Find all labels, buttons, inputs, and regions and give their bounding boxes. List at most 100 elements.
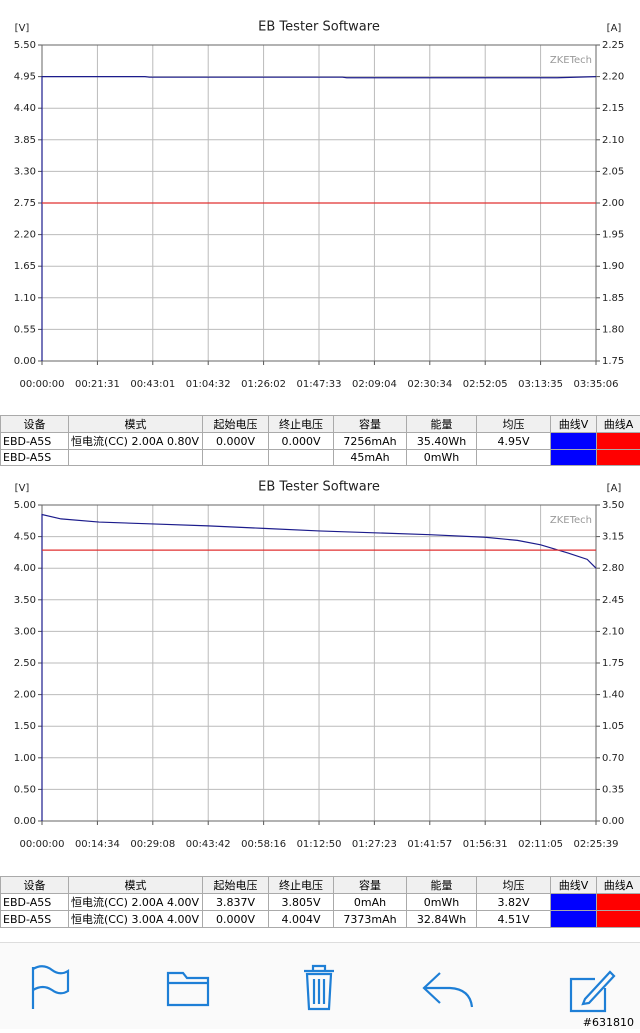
y-tick-label: 0.55 xyxy=(14,324,36,335)
y2-tick-label: 1.05 xyxy=(602,721,624,732)
y2-tick-label: 1.40 xyxy=(602,690,624,701)
cell: 0.000V xyxy=(269,433,334,450)
header-cell: 能量 xyxy=(407,877,477,894)
y-tick-label: 4.50 xyxy=(14,532,36,543)
y2-tick-label: 0.00 xyxy=(602,816,624,827)
x-tick-label: 00:43:01 xyxy=(130,379,175,390)
x-tick-label: 00:00:00 xyxy=(20,379,65,390)
chart-watermark: ZKETech xyxy=(550,55,592,66)
y2-tick-label: 1.75 xyxy=(602,658,624,669)
cell: 45mAh xyxy=(334,450,407,466)
y-tick-label: 2.50 xyxy=(14,658,36,669)
y2-tick-label: 2.80 xyxy=(602,563,624,574)
folder-button[interactable] xyxy=(168,973,208,1005)
y-tick-label: 4.40 xyxy=(14,103,36,114)
y-tick-label: 3.85 xyxy=(14,135,36,146)
cell: EBD-A5S xyxy=(1,433,69,450)
y-axis-label: [V] xyxy=(15,483,30,494)
y2-tick-label: 2.10 xyxy=(602,626,624,637)
cell xyxy=(269,450,334,466)
header-cell: 曲线A xyxy=(597,416,640,433)
cell xyxy=(203,450,269,466)
cell: 3.82V xyxy=(477,894,551,911)
toolbar: #631810 xyxy=(0,942,640,1029)
cell: 0mWh xyxy=(407,894,477,911)
cell: 4.51V xyxy=(477,911,551,928)
cell: EBD-A5S xyxy=(1,450,69,466)
y2-tick-label: 3.15 xyxy=(602,532,624,543)
y-tick-label: 5.00 xyxy=(14,500,36,511)
x-tick-label: 01:26:02 xyxy=(241,379,286,390)
cell: 3.837V xyxy=(203,894,269,911)
chart-title: EB Tester Software xyxy=(258,480,380,495)
header-cell: 容量 xyxy=(334,416,407,433)
y-tick-label: 2.00 xyxy=(14,690,36,701)
cell: 4.95V xyxy=(477,433,551,450)
header-cell: 曲线V xyxy=(551,877,597,894)
x-tick-label: 02:30:34 xyxy=(407,379,452,390)
header-cell: 均压 xyxy=(477,416,551,433)
cell: 4.004V xyxy=(269,911,334,928)
y2-tick-label: 2.05 xyxy=(602,166,624,177)
y-tick-label: 1.65 xyxy=(14,261,36,272)
y-tick-label: 1.50 xyxy=(14,721,36,732)
y-tick-label: 1.00 xyxy=(14,753,36,764)
delete-button[interactable] xyxy=(304,966,334,1009)
x-tick-label: 02:11:05 xyxy=(518,839,563,850)
x-tick-label: 03:35:06 xyxy=(574,379,619,390)
edit-button[interactable] xyxy=(571,972,614,1011)
header-cell: 终止电压 xyxy=(269,416,334,433)
cell: 0mAh xyxy=(334,894,407,911)
y-tick-label: 0.00 xyxy=(14,356,36,367)
y-tick-label: 0.00 xyxy=(14,816,36,827)
curve-swatch xyxy=(597,894,640,911)
x-tick-label: 02:52:05 xyxy=(463,379,508,390)
curve-swatch xyxy=(597,433,640,450)
y2-tick-label: 2.00 xyxy=(602,198,624,209)
curve-swatch xyxy=(551,450,597,466)
y2-tick-label: 1.95 xyxy=(602,230,624,241)
header-cell: 起始电压 xyxy=(203,877,269,894)
header-cell: 终止电压 xyxy=(269,877,334,894)
back-button[interactable] xyxy=(424,973,472,1007)
y2-axis-label: [A] xyxy=(607,23,622,34)
y2-tick-label: 0.35 xyxy=(602,784,624,795)
x-tick-label: 01:47:33 xyxy=(297,379,342,390)
y2-tick-label: 1.90 xyxy=(602,261,624,272)
y-axis-label: [V] xyxy=(15,23,30,34)
x-tick-label: 01:56:31 xyxy=(463,839,508,850)
y-tick-label: 3.50 xyxy=(14,595,36,606)
x-tick-label: 00:58:16 xyxy=(241,839,286,850)
y-tick-label: 0.50 xyxy=(14,784,36,795)
y2-tick-label: 2.10 xyxy=(602,135,624,146)
header-cell: 模式 xyxy=(69,877,203,894)
x-tick-label: 00:00:00 xyxy=(20,839,65,850)
y-tick-label: 1.10 xyxy=(14,293,36,304)
header-cell: 设备 xyxy=(1,877,69,894)
x-tick-label: 00:43:42 xyxy=(186,839,231,850)
header-cell: 能量 xyxy=(407,416,477,433)
x-tick-label: 02:25:39 xyxy=(574,839,619,850)
charts: EB Tester Software [V] [A] 0.00 0.55 1.10 1.65… xyxy=(0,0,640,942)
x-tick-label: 00:14:34 xyxy=(75,839,120,850)
header-cell: 模式 xyxy=(69,416,203,433)
header-cell: 均压 xyxy=(477,877,551,894)
curve-swatch xyxy=(551,911,597,928)
cell xyxy=(477,450,551,466)
cell xyxy=(69,450,203,466)
cell: EBD-A5S xyxy=(1,894,69,911)
y-tick-label: 5.50 xyxy=(14,40,36,51)
cell: 3.805V xyxy=(269,894,334,911)
flag-button[interactable] xyxy=(33,966,68,1009)
chart-title: EB Tester Software xyxy=(258,20,380,35)
y2-tick-label: 1.80 xyxy=(602,324,624,335)
curve-swatch xyxy=(597,450,640,466)
